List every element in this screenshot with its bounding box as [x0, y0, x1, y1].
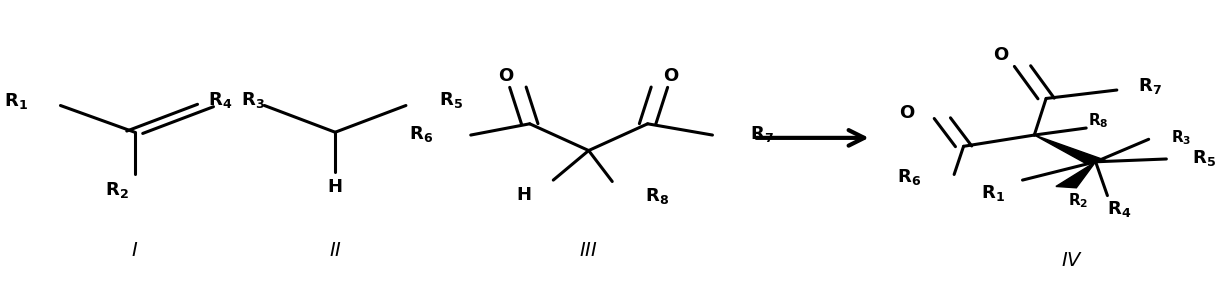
Text: $\mathit{II}$: $\mathit{II}$	[328, 241, 342, 260]
Text: $\mathbf{R_3}$: $\mathbf{R_3}$	[241, 90, 265, 110]
Text: $\mathbf{R_7}$: $\mathbf{R_7}$	[1138, 76, 1161, 96]
Text: $\mathbf{O}$: $\mathbf{O}$	[899, 104, 916, 121]
Text: $\mathbf{O}$: $\mathbf{O}$	[663, 67, 680, 85]
Text: $\mathbf{H}$: $\mathbf{H}$	[327, 178, 343, 196]
Text: $\mathbf{R_8}$: $\mathbf{R_8}$	[1087, 112, 1108, 130]
Text: $\mathbf{R_2}$: $\mathbf{R_2}$	[105, 180, 129, 200]
Text: $\mathbf{R_7}$: $\mathbf{R_7}$	[750, 124, 773, 144]
Polygon shape	[1035, 135, 1107, 163]
Text: $\mathit{III}$: $\mathit{III}$	[579, 241, 598, 260]
Text: $\mathbf{O}$: $\mathbf{O}$	[993, 46, 1009, 64]
Text: $\mathbf{R_4}$: $\mathbf{R_4}$	[208, 90, 232, 110]
Text: $\mathbf{R_6}$: $\mathbf{R_6}$	[410, 124, 433, 144]
Text: $\mathbf{R_3}$: $\mathbf{R_3}$	[1171, 129, 1192, 147]
Text: $\mathbf{R_5}$: $\mathbf{R_5}$	[439, 90, 463, 110]
Polygon shape	[1055, 162, 1096, 188]
Text: $\mathit{IV}$: $\mathit{IV}$	[1060, 251, 1083, 270]
Text: $\mathbf{R_1}$: $\mathbf{R_1}$	[981, 183, 1004, 203]
Text: $\mathbf{R_1}$: $\mathbf{R_1}$	[4, 91, 28, 111]
Text: $\mathbf{R_8}$: $\mathbf{R_8}$	[644, 186, 669, 206]
Text: $\mathbf{R_6}$: $\mathbf{R_6}$	[897, 167, 922, 187]
Text: $\mathbf{O}$: $\mathbf{O}$	[497, 67, 514, 85]
Text: $\mathbf{H}$: $\mathbf{H}$	[516, 186, 531, 204]
Text: $\mathbf{R_4}$: $\mathbf{R_4}$	[1107, 199, 1131, 219]
Text: $\mathbf{R_5}$: $\mathbf{R_5}$	[1192, 148, 1216, 168]
Text: $\mathit{I}$: $\mathit{I}$	[131, 241, 139, 260]
Text: $\mathbf{R_2}$: $\mathbf{R_2}$	[1068, 191, 1088, 210]
